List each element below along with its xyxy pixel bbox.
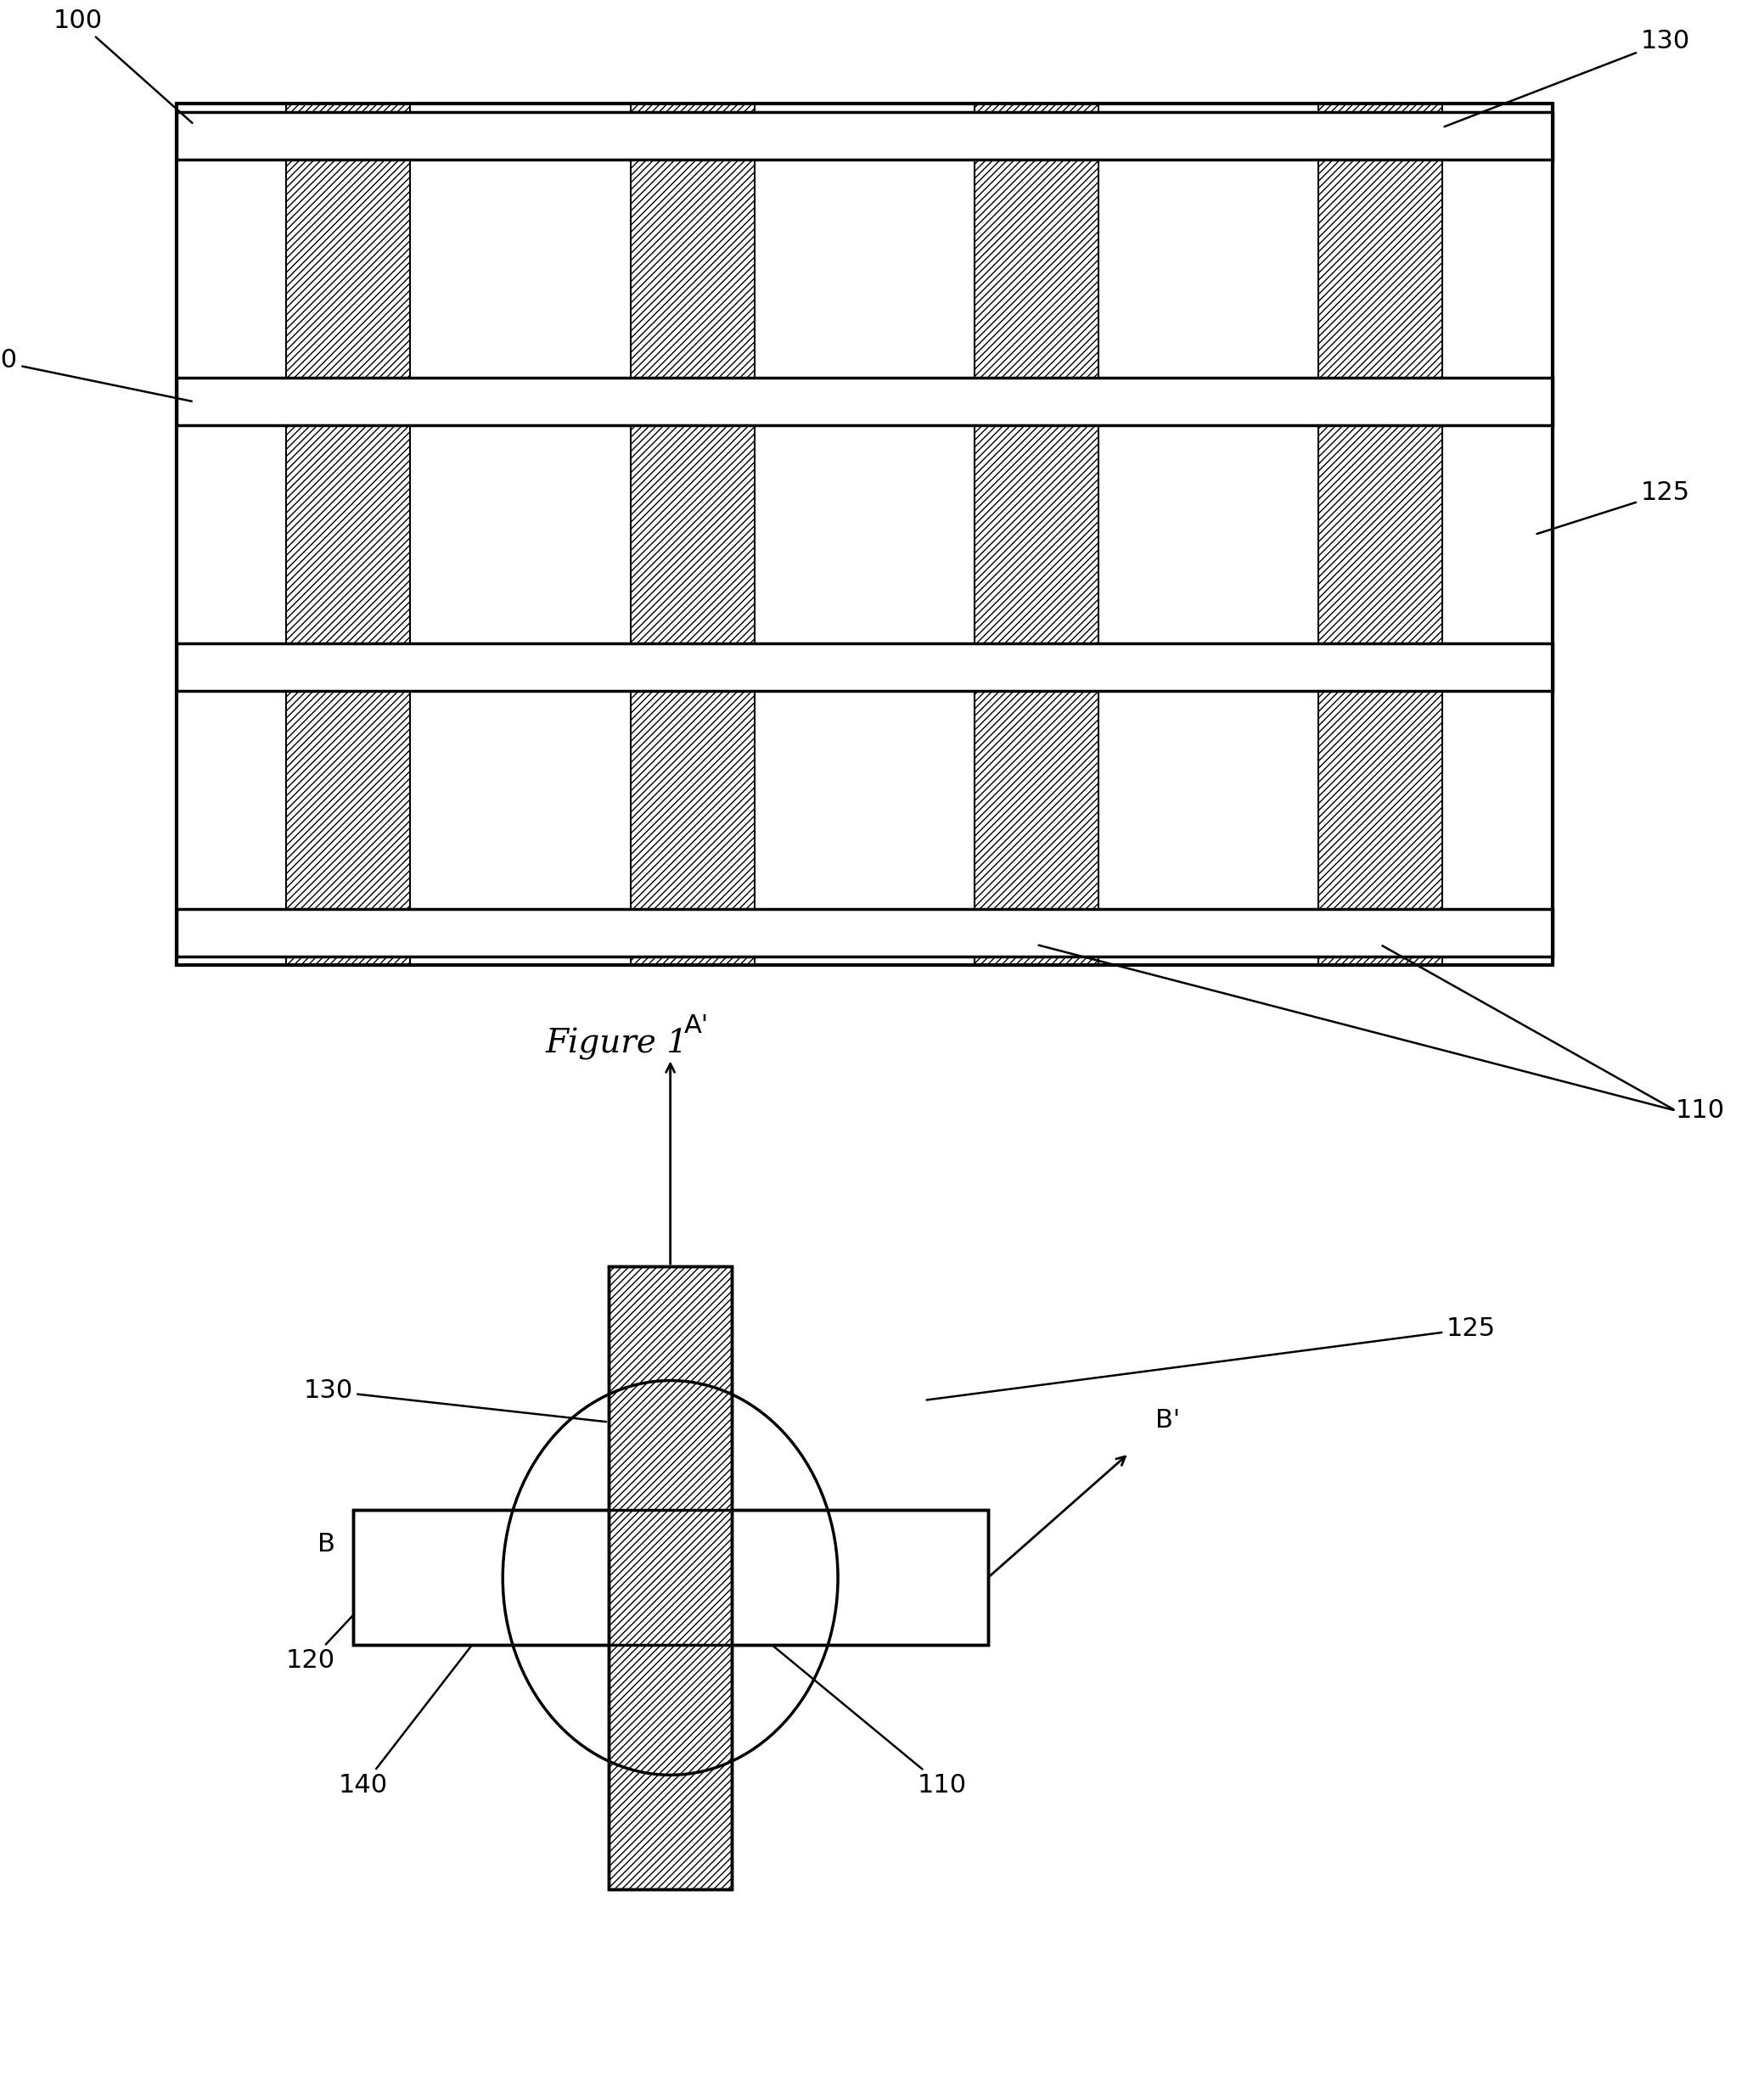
Bar: [176, 909, 1552, 957]
Bar: [974, 104, 1099, 965]
Text: A': A': [684, 1013, 709, 1038]
Bar: [176, 378, 1552, 426]
Bar: [630, 104, 755, 965]
Bar: [176, 104, 1552, 965]
Bar: [1318, 104, 1443, 965]
Text: 130: 130: [303, 1378, 607, 1422]
Bar: [176, 112, 1552, 160]
Text: 130: 130: [1445, 29, 1690, 127]
Bar: [353, 1511, 988, 1644]
Text: B': B': [1155, 1408, 1180, 1432]
Bar: [609, 1266, 732, 1889]
Bar: [176, 644, 1552, 691]
Text: 100: 100: [53, 8, 192, 122]
Bar: [176, 644, 1552, 691]
Text: 120: 120: [0, 349, 192, 401]
Text: 140: 140: [339, 1520, 568, 1798]
Text: 110: 110: [1676, 1098, 1725, 1123]
Text: B: B: [318, 1532, 335, 1557]
Bar: [353, 1511, 988, 1644]
Bar: [176, 909, 1552, 957]
Bar: [176, 104, 1552, 965]
Text: Figure 1: Figure 1: [545, 1028, 688, 1061]
Text: 125: 125: [1536, 482, 1690, 534]
Bar: [176, 378, 1552, 426]
Bar: [176, 112, 1552, 160]
Text: 120: 120: [286, 1580, 386, 1673]
Text: 110: 110: [743, 1621, 967, 1798]
Text: 125: 125: [926, 1316, 1496, 1399]
Bar: [286, 104, 411, 965]
Bar: [609, 1266, 732, 1889]
